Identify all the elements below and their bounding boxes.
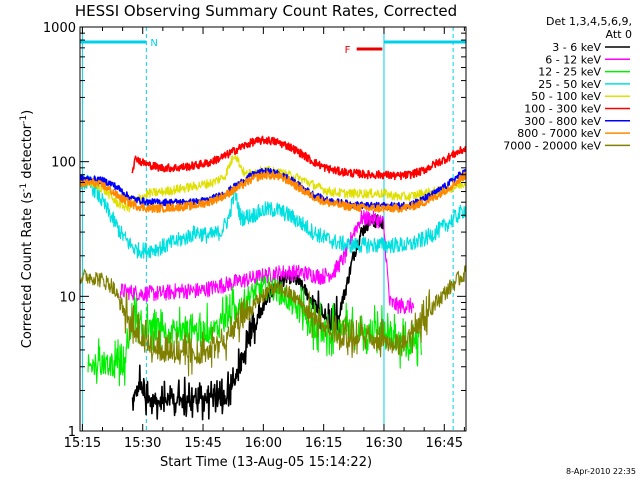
y-axis-label-sup1: -1	[19, 183, 29, 192]
x-tick-label: 15:15	[64, 436, 101, 451]
tick-layer: 15:15 15:30 15:45 16:00 16:15 16:30 16:45 1 10 10…	[43, 21, 466, 451]
legend-entry-label: 50 - 100 keV	[531, 90, 601, 103]
x-tick-label: 16:15	[305, 436, 342, 451]
y-axis-label: Corrected Count Rate (s-1 detector-1)	[19, 110, 35, 348]
x-tick-label: 15:30	[124, 436, 161, 451]
legend-header-line-2: Att 0	[606, 28, 632, 41]
x-axis-label: Start Time (13-Aug-05 15:14:22)	[160, 455, 372, 470]
x-tick-label: 16:30	[365, 436, 402, 451]
night-label: N	[150, 38, 157, 49]
y-axis-label-main: Corrected Count Rate (s	[20, 192, 35, 349]
y-tick-label: 1	[68, 425, 76, 440]
plot-frame	[79, 26, 467, 432]
legend-entry-label: 6 - 12 keV	[545, 53, 601, 66]
y-tick-label: 1000	[43, 21, 76, 36]
x-tick-label: 15:45	[184, 436, 221, 451]
plot-area: NF 15:15 15:30 15:45 16:00 16:15 16:30 16:4511…	[43, 21, 467, 451]
series-line-800-7000-kev	[80, 170, 466, 214]
y-axis-label-end: )	[20, 110, 35, 115]
legend-entry-label: 12 - 25 keV	[538, 66, 601, 79]
flare-label: F	[345, 45, 351, 56]
legend-entry-label: 300 - 800 keV	[524, 115, 601, 128]
y-tick-label: 100	[51, 156, 76, 171]
series-layer	[80, 135, 466, 421]
annotation-layer: NF	[80, 27, 466, 431]
legend-entry-label: 7000 - 20000 keV	[503, 139, 601, 152]
legend-entry-label: 100 - 300 keV	[524, 103, 601, 116]
legend-header-line-1: Det 1,3,4,5,6,9,	[546, 15, 632, 28]
x-tick-label: 16:00	[245, 436, 282, 451]
chart-title: HESSI Observing Summary Count Rates, Cor…	[75, 2, 457, 20]
series-line-6-12-kev	[119, 209, 415, 315]
y-axis-label-mid: detector	[20, 123, 35, 183]
y-tick-label: 10	[59, 290, 76, 305]
legend-entry-label: 800 - 7000 keV	[517, 127, 601, 140]
date-stamp: 8-Apr-2010 22:35	[566, 467, 636, 476]
legend-entry-label: 3 - 6 keV	[552, 41, 601, 54]
series-line-3-6-kev	[131, 214, 385, 421]
y-axis-label-sup2: -1	[19, 115, 29, 124]
series-line-25-50-kev	[80, 173, 466, 259]
series-line-7000-20000-kev	[80, 265, 466, 377]
legend-entry-label: 25 - 50 keV	[538, 78, 601, 91]
series-line-50-100-kev	[80, 155, 466, 213]
x-tick-label: 16:45	[426, 436, 463, 451]
series-line-100-300-kev	[131, 135, 466, 181]
